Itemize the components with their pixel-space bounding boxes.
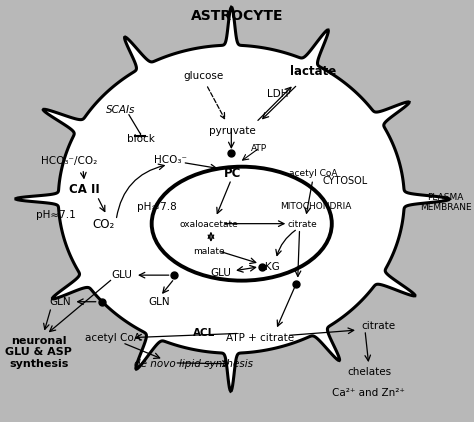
Text: block: block	[128, 134, 155, 144]
Text: ATP + citrate: ATP + citrate	[226, 333, 294, 344]
Text: oxaloacetate: oxaloacetate	[179, 220, 238, 229]
Text: de novo lipid synthesis: de novo lipid synthesis	[134, 359, 253, 369]
Text: αKG: αKG	[258, 262, 280, 272]
Text: pH≈7.8: pH≈7.8	[137, 202, 176, 212]
Text: GLN: GLN	[50, 297, 72, 307]
Text: Ca²⁺ and Zn²⁺: Ca²⁺ and Zn²⁺	[332, 388, 405, 398]
Text: CYTOSOL: CYTOSOL	[322, 176, 367, 187]
Text: CA II: CA II	[69, 183, 100, 195]
Text: GLU: GLU	[112, 270, 133, 280]
Text: neuronal
GLU & ASP
synthesis: neuronal GLU & ASP synthesis	[5, 336, 73, 369]
Text: citrate: citrate	[361, 321, 395, 331]
Text: SCAIs: SCAIs	[106, 105, 136, 115]
Text: HCO₃⁻: HCO₃⁻	[154, 155, 187, 165]
Text: MITOCHONDRIA: MITOCHONDRIA	[280, 202, 351, 211]
Text: GLN: GLN	[148, 297, 170, 307]
Text: acetyl CoA: acetyl CoA	[289, 169, 337, 179]
Text: lactate: lactate	[290, 65, 336, 78]
Ellipse shape	[152, 167, 332, 281]
Text: ACL: ACL	[193, 328, 215, 338]
Text: PC: PC	[224, 167, 241, 179]
Text: acetyl CoA: acetyl CoA	[85, 333, 141, 344]
Text: LDH: LDH	[266, 89, 288, 99]
Text: pyruvate: pyruvate	[209, 126, 255, 136]
Text: HCO₃⁻/CO₂: HCO₃⁻/CO₂	[41, 156, 97, 166]
Text: pH≈7.1: pH≈7.1	[36, 210, 76, 220]
Text: PLASMA
MEMBRANE: PLASMA MEMBRANE	[420, 193, 471, 212]
Text: ATP: ATP	[251, 144, 267, 153]
Text: glucose: glucose	[184, 71, 224, 81]
Text: CO₂: CO₂	[92, 218, 114, 231]
Polygon shape	[16, 7, 449, 391]
Text: chelates: chelates	[347, 367, 392, 377]
Text: citrate: citrate	[288, 220, 317, 229]
Text: GLU: GLU	[210, 268, 231, 279]
Text: malate: malate	[193, 246, 224, 256]
Text: ASTROCYTE: ASTROCYTE	[191, 9, 283, 23]
